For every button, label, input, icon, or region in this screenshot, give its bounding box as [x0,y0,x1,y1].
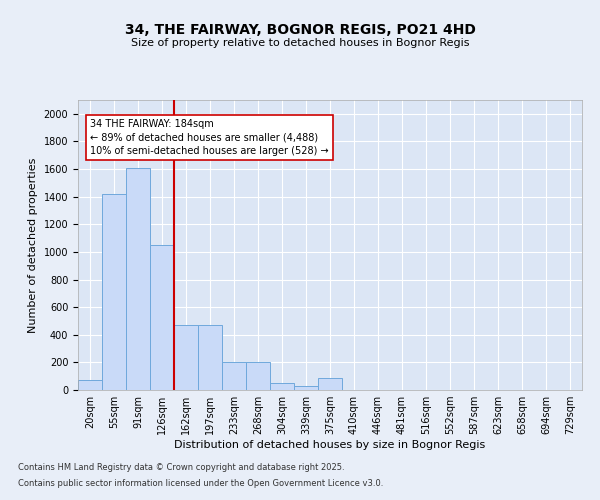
Bar [198,325,222,390]
Bar [126,168,150,390]
Bar [150,245,174,390]
Bar [270,383,294,390]
Bar [222,362,246,390]
Text: Contains HM Land Registry data © Crown copyright and database right 2025.: Contains HM Land Registry data © Crown c… [18,464,344,472]
Text: Contains public sector information licensed under the Open Government Licence v3: Contains public sector information licen… [18,478,383,488]
Text: 34, THE FAIRWAY, BOGNOR REGIS, PO21 4HD: 34, THE FAIRWAY, BOGNOR REGIS, PO21 4HD [125,22,475,36]
Bar [174,325,198,390]
Bar [102,194,126,390]
Bar [78,380,102,390]
Text: 34 THE FAIRWAY: 184sqm
← 89% of detached houses are smaller (4,488)
10% of semi-: 34 THE FAIRWAY: 184sqm ← 89% of detached… [90,120,329,156]
Y-axis label: Number of detached properties: Number of detached properties [28,158,38,332]
X-axis label: Distribution of detached houses by size in Bognor Regis: Distribution of detached houses by size … [175,440,485,450]
Bar [318,378,342,390]
Text: Size of property relative to detached houses in Bognor Regis: Size of property relative to detached ho… [131,38,469,48]
Bar [246,362,270,390]
Bar [294,386,318,390]
